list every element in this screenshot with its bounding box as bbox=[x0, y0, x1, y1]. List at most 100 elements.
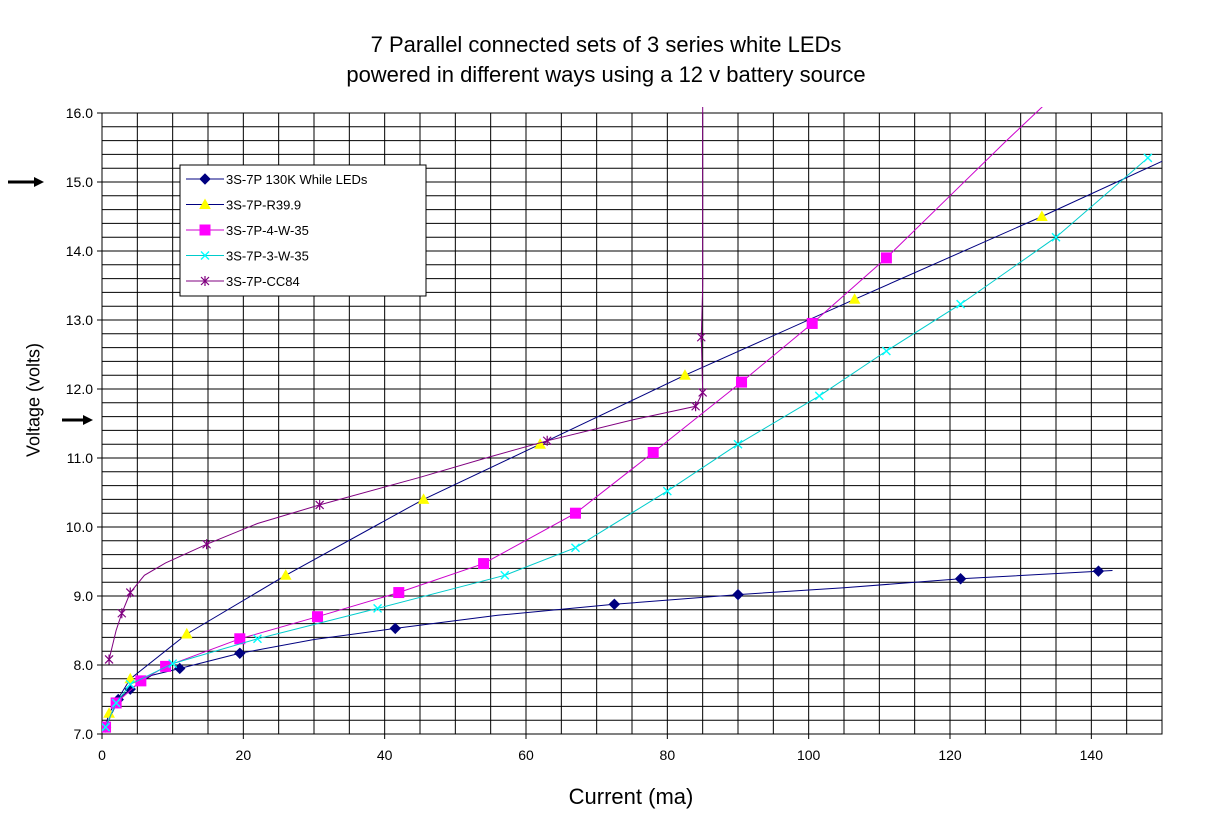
data-point bbox=[234, 633, 246, 645]
x-tick-label: 60 bbox=[518, 747, 534, 763]
legend-label: 3S-7P-3-W-35 bbox=[226, 249, 309, 264]
plot-area-border bbox=[101, 112, 1163, 735]
series-line bbox=[103, 157, 1149, 731]
x-tick-label: 20 bbox=[236, 747, 252, 763]
data-point bbox=[168, 659, 178, 669]
data-point bbox=[608, 598, 621, 610]
series-5 bbox=[104, 107, 708, 665]
legend: 3S-7P 130K While LEDs 3S-7P-R39.9 3S-7P-4-… bbox=[179, 164, 427, 297]
y-tick-label: 13.0 bbox=[66, 312, 93, 328]
x-axis-label: Current (ma) bbox=[568, 784, 694, 809]
legend-item: 3S-7P 130K While LEDs bbox=[186, 172, 368, 187]
data-point bbox=[880, 252, 892, 264]
data-point bbox=[1143, 153, 1153, 163]
y-tick-label: 16.0 bbox=[66, 105, 93, 121]
series-3 bbox=[102, 107, 1043, 733]
data-point bbox=[312, 611, 324, 623]
data-point bbox=[417, 493, 430, 504]
legend-label: 3S-7P-R39.9 bbox=[226, 198, 301, 213]
data-point bbox=[125, 679, 135, 689]
data-point bbox=[696, 332, 706, 343]
data-point bbox=[125, 587, 135, 598]
series-1 bbox=[102, 565, 1113, 733]
data-point bbox=[732, 588, 744, 601]
arrow-markers bbox=[8, 177, 93, 426]
data-point bbox=[569, 507, 581, 519]
data-point bbox=[111, 698, 121, 708]
data-point bbox=[279, 569, 292, 580]
data-point bbox=[814, 391, 824, 401]
legend-item: 3S-7P-R39.9 bbox=[186, 198, 301, 213]
y-tick-label: 8.0 bbox=[74, 657, 94, 673]
y-tick-label: 14.0 bbox=[66, 243, 93, 259]
legend-marker bbox=[200, 276, 210, 286]
x-tick-label: 80 bbox=[660, 747, 676, 763]
data-point bbox=[393, 587, 405, 599]
data-point bbox=[180, 627, 193, 639]
x-tick-label: 40 bbox=[377, 747, 393, 763]
series-2 bbox=[103, 160, 1163, 731]
x-axis-ticks: 0 20 40 60 80 100 120 140 bbox=[98, 734, 1103, 763]
arrow-head bbox=[34, 177, 44, 187]
y-tick-label: 10.0 bbox=[66, 519, 93, 535]
data-point bbox=[373, 603, 383, 613]
data-point bbox=[500, 570, 510, 580]
series-4 bbox=[102, 153, 1153, 732]
data-point bbox=[124, 672, 137, 684]
data-point bbox=[1051, 232, 1061, 242]
legend-label: 3S-7P-CC84 bbox=[226, 274, 300, 289]
legend-marker bbox=[200, 251, 210, 260]
data-point bbox=[104, 654, 114, 665]
legend-item: 3S-7P-CC84 bbox=[186, 274, 300, 289]
data-point bbox=[102, 722, 111, 732]
legend-label: 3S-7P-4-W-35 bbox=[226, 223, 309, 238]
data-point bbox=[478, 558, 490, 570]
y-tick-label: 9.0 bbox=[74, 588, 94, 604]
y-tick-label: 11.0 bbox=[67, 450, 93, 466]
data-point bbox=[315, 499, 325, 510]
legend-label: 3S-7P 130K While LEDs bbox=[226, 172, 368, 187]
legend-marker bbox=[199, 173, 211, 185]
x-tick-label: 140 bbox=[1080, 747, 1104, 763]
data-point bbox=[234, 647, 246, 659]
data-point bbox=[736, 376, 748, 388]
x-tick-label: 100 bbox=[797, 747, 821, 763]
data-point bbox=[117, 608, 127, 619]
data-point bbox=[202, 539, 212, 550]
legend-marker bbox=[199, 198, 211, 209]
y-axis-ticks: 7.0 8.0 9.0 10.0 11.0 12.0 13.0 14.0 15.0 16.0 bbox=[66, 105, 102, 742]
data-point bbox=[1092, 565, 1105, 577]
data-point bbox=[954, 573, 967, 585]
y-tick-label: 15.0 bbox=[66, 174, 93, 190]
data-point bbox=[956, 299, 966, 309]
data-point bbox=[691, 401, 701, 412]
data-point bbox=[1036, 210, 1048, 221]
data-point bbox=[570, 543, 580, 553]
y-tick-label: 12.0 bbox=[66, 381, 93, 397]
x-tick-label: 120 bbox=[938, 747, 962, 763]
y-axis-label: Voltage (volts) bbox=[23, 342, 44, 458]
arrow-head bbox=[83, 415, 93, 426]
data-point bbox=[698, 387, 708, 398]
legend-item: 3S-7P-4-W-35 bbox=[186, 223, 309, 238]
data-point bbox=[647, 446, 659, 458]
legend-marker bbox=[199, 224, 211, 236]
series-line bbox=[108, 107, 704, 660]
data-point bbox=[848, 293, 861, 304]
chart-title: 7 Parallel connected sets of 3 series wh… bbox=[370, 32, 842, 57]
data-point bbox=[252, 634, 262, 644]
series-layer bbox=[102, 107, 1163, 733]
data-point bbox=[542, 435, 552, 446]
data-point bbox=[881, 346, 891, 356]
y-tick-label: 7.0 bbox=[74, 726, 94, 742]
legend-item: 3S-7P-3-W-35 bbox=[186, 249, 309, 264]
data-point bbox=[806, 317, 818, 329]
data-point bbox=[662, 486, 672, 496]
data-point bbox=[135, 675, 147, 687]
x-tick-label: 0 bbox=[98, 747, 106, 763]
data-point bbox=[389, 622, 401, 635]
data-point bbox=[733, 439, 743, 449]
data-point bbox=[679, 369, 691, 380]
chart-subtitle: powered in different ways using a 12 v b… bbox=[346, 62, 866, 87]
